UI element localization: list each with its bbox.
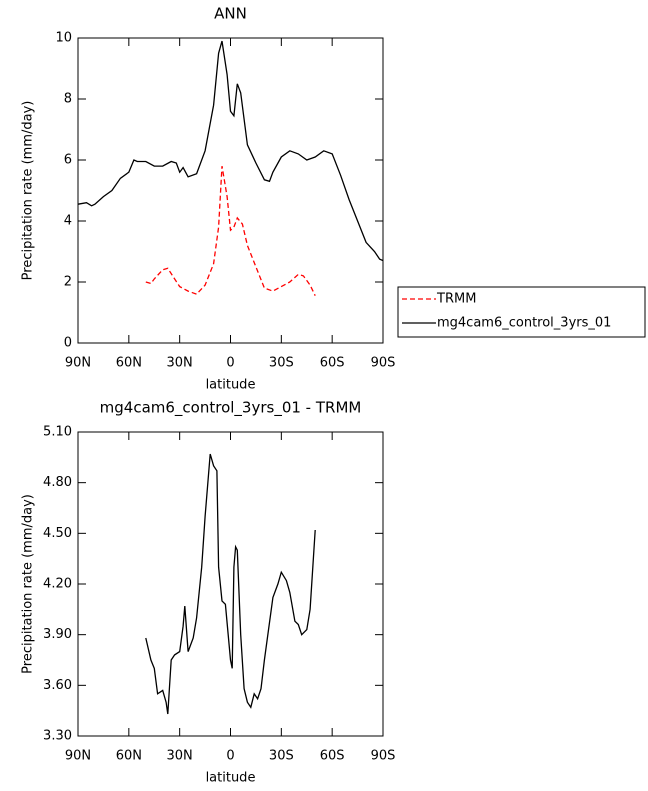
y-tick-label: 8	[64, 92, 72, 107]
x-tick-label: 60S	[320, 356, 345, 371]
y-tick-label: 3.60	[43, 678, 72, 693]
legend-label: TRMM	[436, 292, 476, 307]
y-tick-label: 6	[64, 153, 72, 168]
x-tick-label: 90N	[65, 749, 91, 764]
series-line	[145, 165, 316, 296]
y-tick-label: 4.50	[43, 526, 72, 541]
y-tick-label: 0	[64, 336, 72, 351]
plot-frame	[77, 431, 384, 737]
legend-box	[397, 286, 646, 338]
y-axis-label: Precipitation rate (mm/day)	[21, 101, 36, 281]
plot-frame	[77, 37, 384, 344]
y-tick-label: 3.30	[43, 729, 72, 744]
x-axis-label: latitude	[206, 771, 256, 786]
series-line	[77, 40, 384, 262]
x-tick-label: 90S	[371, 749, 396, 764]
x-axis-label: latitude	[206, 378, 256, 393]
x-tick-label: 30S	[269, 356, 294, 371]
y-axis-label: Precipitation rate (mm/day)	[21, 494, 36, 674]
chart-title: ANN	[214, 5, 247, 23]
x-tick-label: 60N	[116, 749, 142, 764]
y-tick-label: 4.80	[43, 475, 72, 490]
x-tick-label: 90N	[65, 356, 91, 371]
series-line	[145, 453, 316, 715]
x-tick-label: 30S	[269, 749, 294, 764]
y-tick-label: 2	[64, 275, 72, 290]
y-tick-label: 10	[55, 31, 72, 46]
x-tick-label: 0	[226, 749, 234, 764]
x-tick-label: 60S	[320, 749, 345, 764]
y-tick-label: 4	[64, 214, 72, 229]
x-tick-label: 30N	[167, 749, 193, 764]
x-tick-label: 0	[226, 356, 234, 371]
x-tick-label: 60N	[116, 356, 142, 371]
legend-label: mg4cam6_control_3yrs_01	[437, 316, 611, 331]
y-tick-label: 3.90	[43, 627, 72, 642]
x-tick-label: 90S	[371, 356, 396, 371]
x-tick-label: 30N	[167, 356, 193, 371]
chart-title: mg4cam6_control_3yrs_01 - TRMM	[100, 399, 362, 418]
y-tick-label: 5.10	[43, 425, 72, 440]
y-tick-label: 4.20	[43, 577, 72, 592]
